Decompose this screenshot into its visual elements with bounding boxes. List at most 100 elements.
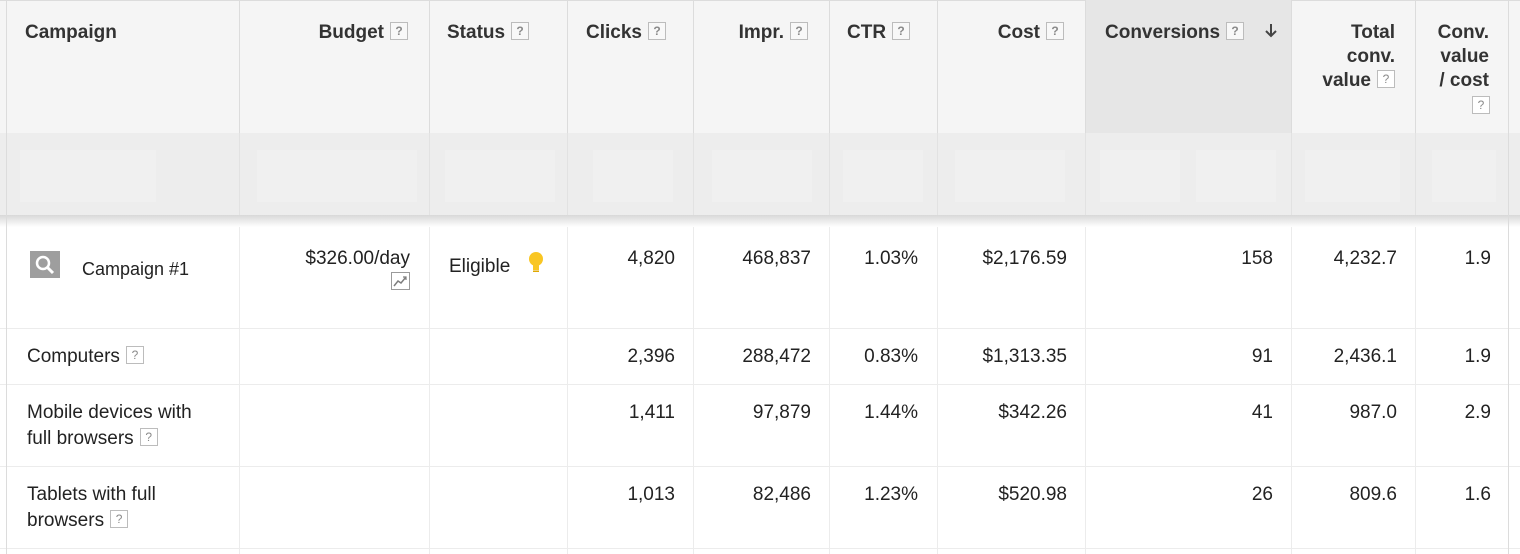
placeholder-block [1432, 150, 1496, 202]
header-conv-value-cost[interactable]: Conv. value / cost ? [1437, 21, 1490, 119]
cost-cell: $2,176.59 [982, 248, 1067, 269]
header-conv-value-cost-line-1: Conv. [1437, 22, 1489, 43]
row-divider [0, 548, 1520, 549]
budget-value[interactable]: $326.00/day [305, 248, 410, 269]
device-label-line-2-text: browsers [27, 510, 105, 531]
help-icon[interactable]: ? [1472, 95, 1490, 114]
help-icon[interactable]: ? [139, 427, 158, 446]
placeholder-block [445, 150, 555, 202]
column-divider [239, 0, 240, 133]
column-divider [1291, 133, 1292, 215]
header-total-conv-value-line-1: Total [1351, 22, 1395, 43]
arrow-down-icon[interactable] [1264, 21, 1278, 46]
conv-value-cost-cell: 1.6 [1464, 484, 1491, 505]
header-campaign[interactable]: Campaign [25, 21, 117, 45]
placeholder-block [712, 150, 812, 202]
total-conv-value-cell: 809.6 [1349, 484, 1397, 505]
clicks-cell: 2,396 [627, 346, 675, 367]
ctr-cell: 1.23% [864, 484, 918, 505]
header-conversions[interactable]: Conversions? [1105, 21, 1245, 45]
conv-value-cost-cell: 1.9 [1464, 346, 1491, 367]
header-cost[interactable]: Cost? [998, 21, 1064, 45]
help-icon[interactable]: ? [892, 21, 911, 40]
device-label: Computers? [27, 344, 144, 370]
column-divider [693, 0, 694, 133]
cost-cell: $342.26 [998, 402, 1067, 423]
conversions-cell: 158 [1241, 248, 1273, 269]
column-divider [567, 0, 568, 133]
placeholder-block [593, 150, 673, 202]
device-label-line-2: browsers? [27, 508, 156, 534]
column-divider [1085, 0, 1086, 133]
search-icon [30, 251, 60, 278]
lightbulb-icon[interactable] [527, 250, 545, 279]
device-label: Tablets with full browsers? [27, 482, 156, 534]
header-ctr[interactable]: CTR? [847, 21, 911, 45]
placeholder-block [1196, 150, 1276, 202]
trend-chart-icon-svg [393, 276, 407, 287]
header-impressions-label: Impr. [738, 22, 784, 43]
trend-chart-icon[interactable] [391, 272, 410, 290]
header-conv-value-cost-line-2: value [1440, 46, 1489, 67]
status-value: Eligible [449, 256, 511, 277]
column-divider [1415, 227, 1416, 554]
help-icon[interactable]: ? [647, 21, 666, 40]
conv-value-cost-cell: 2.9 [1464, 402, 1491, 423]
help-icon[interactable]: ? [1046, 21, 1064, 40]
impressions-cell: 468,837 [742, 248, 811, 269]
impressions-cell: 82,486 [752, 484, 811, 505]
help-icon[interactable]: ? [125, 345, 144, 364]
ctr-cell: 1.44% [864, 402, 918, 423]
table-right-border [1508, 0, 1509, 554]
help-icon[interactable]: ? [390, 21, 408, 40]
help-icon[interactable]: ? [511, 21, 530, 40]
ctr-cell: 0.83% [864, 346, 918, 367]
header-total-conv-value-label-3: value [1322, 70, 1371, 91]
device-label: Mobile devices with full browsers? [27, 400, 192, 452]
column-divider [829, 0, 830, 133]
column-divider [1291, 227, 1292, 554]
ctr-cell: 1.03% [864, 248, 918, 269]
help-icon[interactable]: ? [1226, 21, 1245, 40]
column-divider [567, 133, 568, 215]
column-divider [567, 227, 568, 554]
help-icon[interactable]: ? [110, 509, 129, 528]
impressions-cell: 97,879 [752, 402, 811, 423]
device-label-line-1: Tablets with full [27, 484, 156, 505]
help-icon[interactable]: ? [1377, 69, 1395, 88]
header-clicks[interactable]: Clicks? [586, 21, 666, 45]
campaign-link[interactable]: Campaign #1 [82, 259, 190, 279]
clicks-cell: 1,411 [628, 402, 675, 423]
arrow-down-icon-svg [1265, 24, 1277, 38]
placeholder-block [20, 150, 156, 202]
column-divider [429, 227, 430, 554]
header-budget[interactable]: Budget? [319, 21, 408, 45]
header-total-conv-value[interactable]: Total conv. value? [1322, 21, 1395, 93]
header-impressions[interactable]: Impr.? [739, 21, 808, 45]
cost-cell: $520.98 [998, 484, 1067, 505]
total-conv-value-cell: 2,436.1 [1333, 346, 1397, 367]
column-divider [937, 0, 938, 133]
device-label-text: Computers [27, 346, 120, 367]
impressions-cell: 288,472 [742, 346, 811, 367]
header-total-conv-value-line-3: value? [1322, 69, 1395, 93]
placeholder-block [1305, 150, 1400, 202]
header-status[interactable]: Status? [447, 21, 530, 45]
total-conv-value-cell: 987.0 [1349, 402, 1397, 423]
row-divider [0, 328, 1520, 329]
header-conv-value-cost-line-3: / cost [1439, 70, 1489, 91]
header-total-conv-value-line-2: conv. [1346, 46, 1395, 67]
help-icon[interactable]: ? [790, 21, 808, 40]
device-label-line-1: Mobile devices with [27, 402, 192, 423]
header-shadow [0, 215, 1520, 227]
column-divider [1085, 133, 1086, 215]
column-divider [1085, 227, 1086, 554]
header-campaign-label: Campaign [25, 22, 117, 43]
column-divider [429, 0, 430, 133]
conversions-cell: 26 [1251, 484, 1273, 505]
placeholder-block [1100, 150, 1180, 202]
header-status-label: Status [447, 22, 506, 43]
column-divider [239, 227, 240, 554]
placeholder-block [955, 150, 1065, 202]
sorted-column-highlight [1086, 0, 1291, 133]
